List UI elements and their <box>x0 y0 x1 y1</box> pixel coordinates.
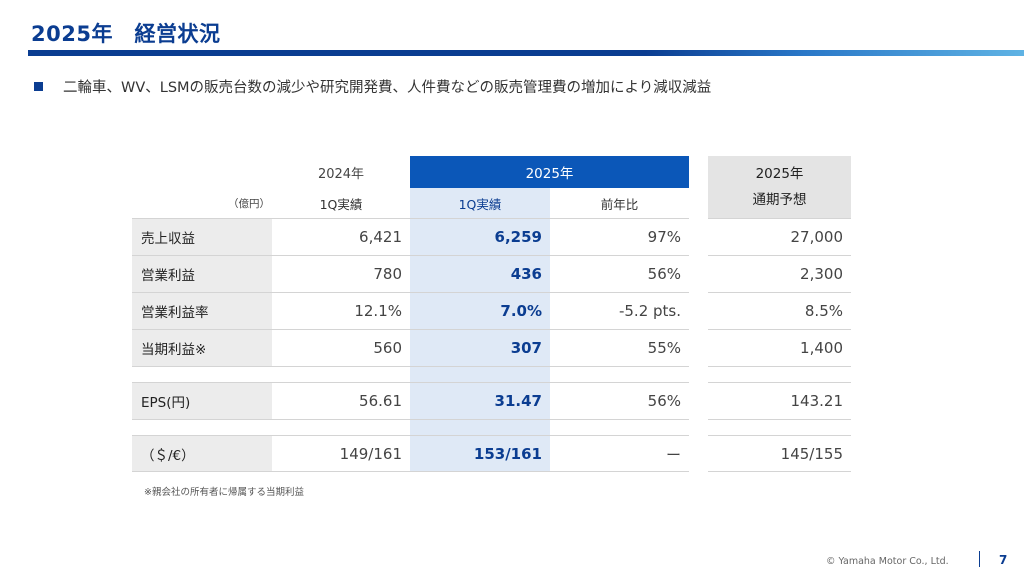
current-column-gap <box>410 367 550 382</box>
cell-2024: 12.1% <box>354 302 402 320</box>
cell-fy: 8.5% <box>804 302 843 320</box>
cell-yoy: 56% <box>647 392 681 410</box>
row-divider <box>708 471 851 472</box>
page-title: 2025年 経営状況 <box>31 22 221 46</box>
cell-yoy: 56% <box>647 265 681 283</box>
row-divider <box>708 329 851 330</box>
row-divider <box>708 435 851 436</box>
page-number: 7 <box>999 553 1008 567</box>
unit-label: （億円） <box>228 197 270 210</box>
row-divider <box>132 329 689 330</box>
row-divider <box>132 292 689 293</box>
row-divider <box>132 471 689 472</box>
row-label: 営業利益 <box>132 256 272 292</box>
page-divider <box>979 551 980 567</box>
row-label: 売上収益 <box>132 219 272 255</box>
row-divider <box>132 382 689 383</box>
row-divider <box>708 366 851 367</box>
copyright: © Yamaha Motor Co., Ltd. <box>826 556 949 567</box>
cell-2025: 31.47 <box>410 383 550 419</box>
bullet-square-icon <box>34 82 43 91</box>
row-divider <box>708 419 851 420</box>
summary-text: 二輪車、WV、LSMの販売台数の減少や研究開発費、人件費などの販売管理費の増加に… <box>63 80 712 96</box>
footnote: ※親会社の所有者に帰属する当期利益 <box>144 487 304 498</box>
subheader-2024: 1Q実績 <box>319 196 363 212</box>
row-divider <box>708 382 851 383</box>
cell-2024: 56.61 <box>359 392 402 410</box>
header-2025: 2025年 <box>410 156 689 188</box>
row-divider <box>132 419 689 420</box>
row-divider <box>132 218 689 219</box>
cell-2024: 560 <box>373 339 402 357</box>
row-label: 営業利益率 <box>132 293 272 329</box>
cell-2025: 307 <box>410 330 550 366</box>
row-divider <box>708 255 851 256</box>
row-divider <box>132 366 689 367</box>
cell-yoy: ー <box>665 445 681 464</box>
title-underline <box>28 50 1024 56</box>
cell-yoy: -5.2 pts. <box>618 302 681 320</box>
cell-yoy: 97% <box>647 228 681 246</box>
cell-2025: 7.0% <box>410 293 550 329</box>
cell-fy: 27,000 <box>790 228 844 246</box>
cell-2024: 6,421 <box>359 228 402 246</box>
cell-fy: 143.21 <box>790 392 844 410</box>
cell-2025: 153/161 <box>410 436 550 472</box>
cell-2024: 149/161 <box>339 445 402 463</box>
row-divider <box>132 435 689 436</box>
header-fy: 2025年 通期予想 <box>708 156 851 218</box>
cell-2025: 6,259 <box>410 219 550 255</box>
header-fy-year: 2025年 <box>755 166 804 182</box>
cell-2024: 780 <box>373 265 402 283</box>
current-column-gap <box>410 420 550 435</box>
cell-2025: 436 <box>410 256 550 292</box>
cell-fy: 1,400 <box>800 339 843 357</box>
subheader-yoy: 前年比 <box>600 196 639 212</box>
row-divider <box>708 218 851 219</box>
header-2024: 2024年 <box>317 166 365 182</box>
row-label: （＄/€） <box>132 436 272 472</box>
row-label: 当期利益※ <box>132 330 272 366</box>
cell-fy: 2,300 <box>800 265 843 283</box>
cell-fy: 145/155 <box>780 445 843 463</box>
cell-yoy: 55% <box>647 339 681 357</box>
header-fy-sub: 通期予想 <box>752 192 807 208</box>
row-label: EPS(円) <box>132 383 272 419</box>
summary-bullet: 二輪車、WV、LSMの販売台数の減少や研究開発費、人件費などの販売管理費の増加に… <box>34 76 711 97</box>
subheader-2025: 1Q実績 <box>410 188 550 218</box>
row-divider <box>708 292 851 293</box>
row-divider <box>132 255 689 256</box>
